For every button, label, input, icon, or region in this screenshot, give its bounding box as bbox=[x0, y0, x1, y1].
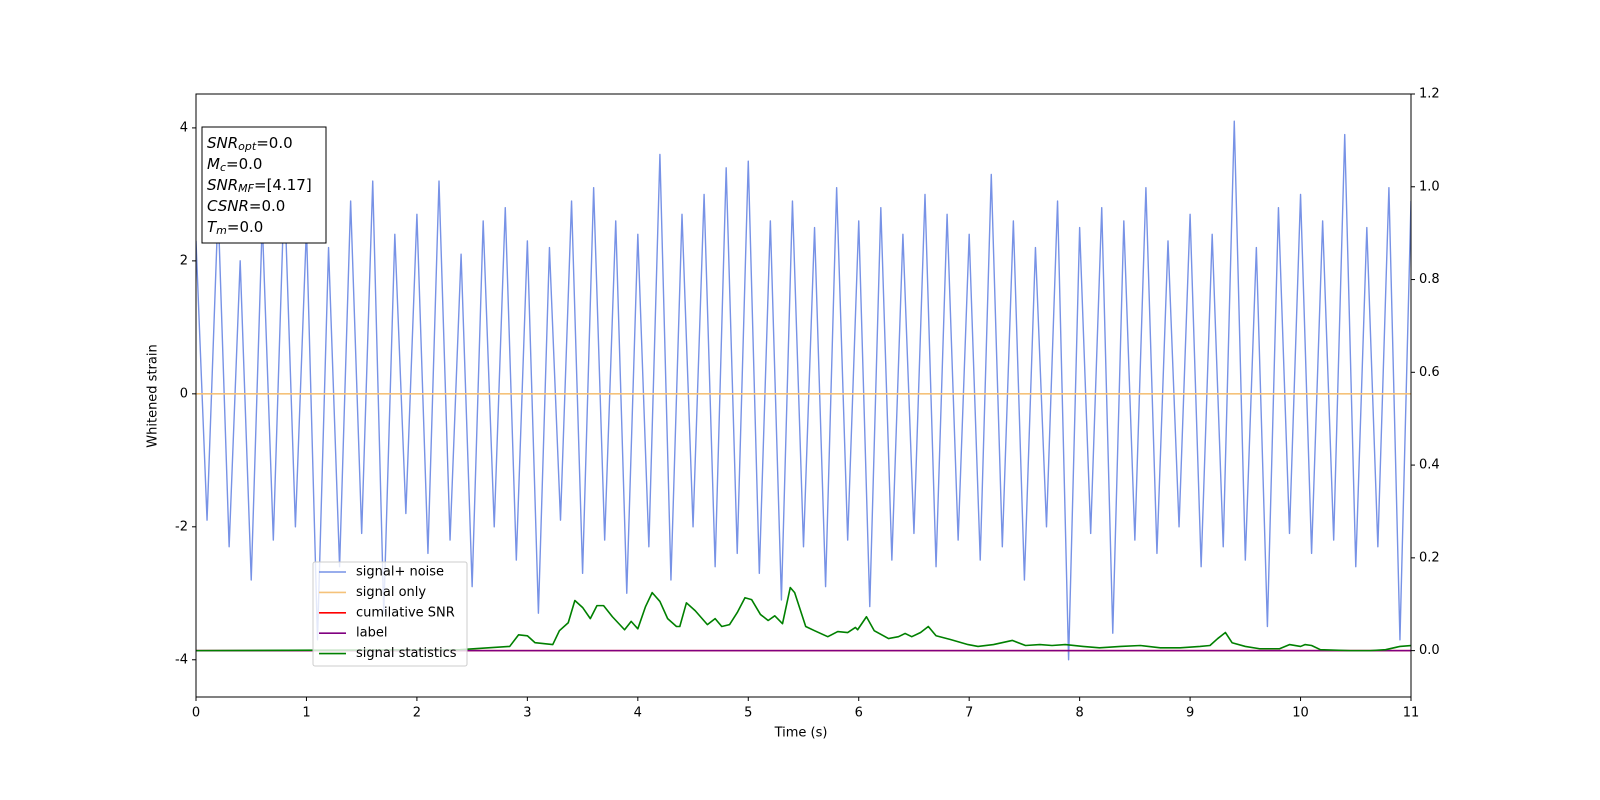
x-axis-label: Time (s) bbox=[774, 726, 828, 741]
annotation-sub: MF bbox=[238, 182, 254, 195]
annotation-sub: opt bbox=[238, 140, 257, 153]
annotation-base: CSNR bbox=[207, 197, 249, 215]
annotation-line: SNRopt=0.0 bbox=[207, 134, 293, 154]
y2-tick-label: 0.8 bbox=[1419, 272, 1440, 287]
y-tick-label: -4 bbox=[175, 652, 188, 667]
x-tick-label: 4 bbox=[634, 706, 642, 721]
x-tick-label: 8 bbox=[1075, 706, 1083, 721]
y-tick-label: 4 bbox=[180, 120, 188, 135]
annotation-value: =0.0 bbox=[256, 134, 292, 152]
y2-tick-label: 0.0 bbox=[1419, 643, 1440, 658]
annotation-value: =[4.17] bbox=[254, 176, 312, 194]
annotation-sub: c bbox=[220, 161, 226, 174]
y2-tick-label: 0.4 bbox=[1419, 458, 1440, 473]
legend-label: cumilative SNR bbox=[356, 605, 455, 620]
y2-tick-label: 0.6 bbox=[1419, 365, 1440, 380]
legend-label: signal only bbox=[356, 585, 426, 600]
annotation-box bbox=[201, 126, 327, 244]
x-tick-label: 1 bbox=[302, 706, 310, 721]
legend-label: label bbox=[356, 626, 387, 641]
y2-tick-label: 1.0 bbox=[1419, 179, 1440, 194]
x-tick-label: 11 bbox=[1403, 706, 1420, 721]
y-axis-label: Whitened strain bbox=[146, 344, 161, 447]
y-tick-label: -2 bbox=[175, 519, 188, 534]
x-tick-label: 0 bbox=[192, 706, 200, 721]
annotation-value: =0.0 bbox=[249, 197, 285, 215]
y2-tick-label: 1.2 bbox=[1419, 87, 1440, 102]
x-tick-label: 6 bbox=[855, 706, 863, 721]
legend-label: signal+ noise bbox=[356, 565, 444, 580]
annotation-line: CSNR=0.0 bbox=[207, 197, 285, 215]
annotation-value: =0.0 bbox=[226, 155, 262, 173]
annotation-base: M bbox=[207, 155, 220, 173]
annotation-line: Tm=0.0 bbox=[207, 218, 263, 238]
annotation-line: Mc=0.0 bbox=[207, 155, 262, 175]
annotation-base: SNR bbox=[207, 176, 238, 194]
annotation-line: SNRMF=[4.17] bbox=[207, 176, 312, 196]
series-line bbox=[196, 586, 1411, 652]
legend-box bbox=[312, 561, 468, 667]
x-tick-label: 5 bbox=[744, 706, 752, 721]
annotation-base: T bbox=[207, 218, 218, 236]
x-tick-label: 3 bbox=[523, 706, 531, 721]
series-line bbox=[196, 120, 1411, 661]
legend-label: signal statistics bbox=[356, 646, 457, 661]
annotation-sub: m bbox=[216, 224, 227, 237]
x-tick-label: 7 bbox=[965, 706, 973, 721]
x-tick-label: 2 bbox=[413, 706, 421, 721]
y2-tick-label: 0.2 bbox=[1419, 550, 1440, 565]
y-tick-label: 0 bbox=[180, 386, 188, 401]
x-tick-label: 10 bbox=[1292, 706, 1309, 721]
annotation-base: SNR bbox=[207, 134, 238, 152]
annotation-value: =0.0 bbox=[227, 218, 263, 236]
y-tick-label: 2 bbox=[180, 253, 188, 268]
plot-frame bbox=[195, 93, 1412, 698]
x-tick-label: 9 bbox=[1186, 706, 1194, 721]
